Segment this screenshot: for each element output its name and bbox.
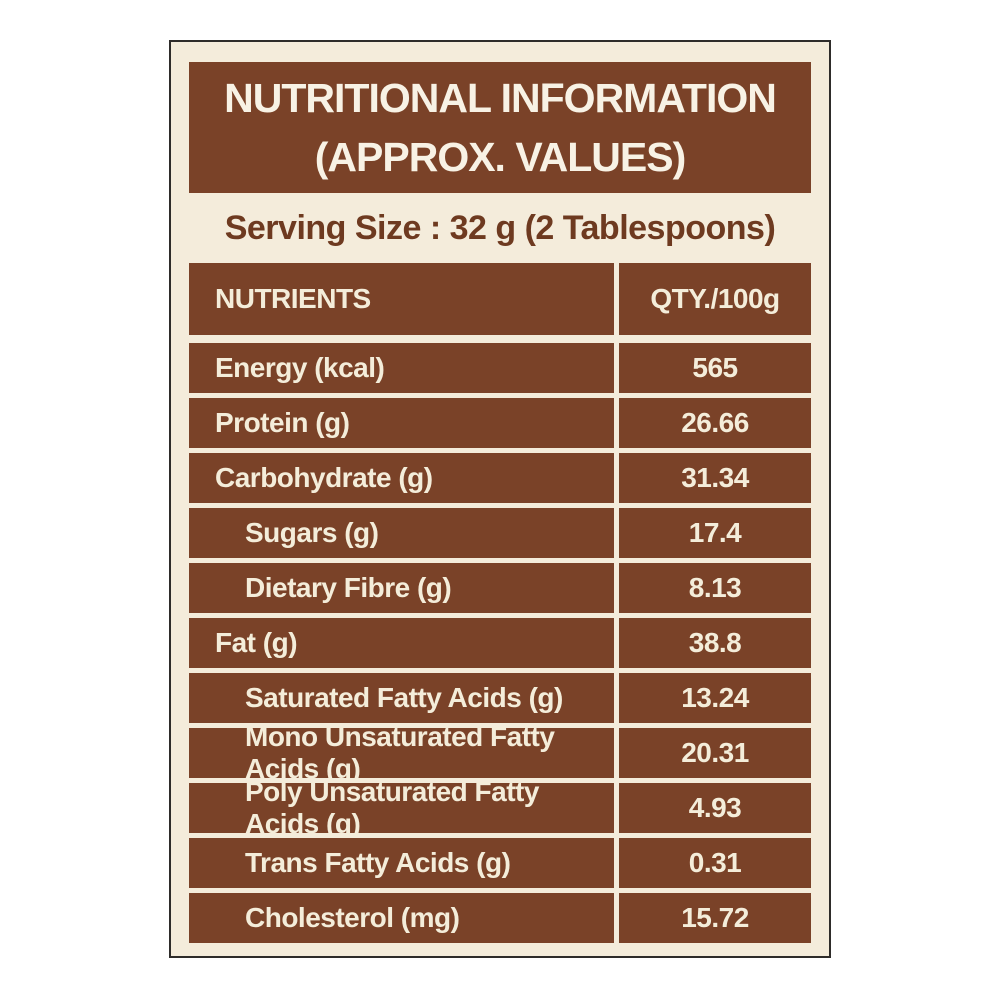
nutrient-label: Carbohydrate (g) xyxy=(189,453,614,503)
nutrient-label: Mono Unsaturated Fatty Acids (g) xyxy=(189,721,614,784)
nutrient-value: 15.72 xyxy=(619,893,811,943)
nutrient-value: 31.34 xyxy=(619,453,811,503)
column-header-qty: QTY./100g xyxy=(619,263,811,335)
nutrient-value: 0.31 xyxy=(619,838,811,888)
nutrient-label: Energy (kcal) xyxy=(189,343,614,393)
nutrient-value: 26.66 xyxy=(619,398,811,448)
table-row: Fat (g) 38.8 xyxy=(189,618,811,668)
column-header-nutrients: NUTRIENTS xyxy=(189,263,614,335)
nutrient-value: 13.24 xyxy=(619,673,811,723)
title-line-1: NUTRITIONAL INFORMATION xyxy=(224,74,777,121)
nutrient-label: Trans Fatty Acids (g) xyxy=(189,838,614,888)
nutrient-label: Cholesterol (mg) xyxy=(189,893,614,943)
table-row: Dietary Fibre (g) 8.13 xyxy=(189,563,811,613)
nutrition-table: NUTRIENTS QTY./100g Energy (kcal) 565 Pr… xyxy=(189,263,811,943)
table-header-row: NUTRIENTS QTY./100g xyxy=(189,263,811,335)
serving-size-text: Serving Size : 32 g (2 Tablespoons) xyxy=(224,208,776,247)
nutrient-label: Poly Unsaturated Fatty Acids (g) xyxy=(189,776,614,839)
table-row: Trans Fatty Acids (g) 0.31 xyxy=(189,838,811,888)
nutrient-value: 4.93 xyxy=(619,783,811,833)
nutrient-value: 565 xyxy=(619,343,811,393)
nutrient-value: 20.31 xyxy=(619,728,811,778)
nutrition-label: NUTRITIONAL INFORMATION (APPROX. VALUES)… xyxy=(169,40,831,958)
nutrient-value: 8.13 xyxy=(619,563,811,613)
nutrient-value: 17.4 xyxy=(619,508,811,558)
table-row: Poly Unsaturated Fatty Acids (g) 4.93 xyxy=(189,776,811,839)
table-row: Cholesterol (mg) 15.72 xyxy=(189,893,811,943)
title-banner: NUTRITIONAL INFORMATION (APPROX. VALUES) xyxy=(189,62,811,193)
nutrient-label: Saturated Fatty Acids (g) xyxy=(189,673,614,723)
nutrient-label: Sugars (g) xyxy=(189,508,614,558)
nutrient-label: Dietary Fibre (g) xyxy=(189,563,614,613)
table-row: Protein (g) 26.66 xyxy=(189,398,811,448)
table-row: Mono Unsaturated Fatty Acids (g) 20.31 xyxy=(189,721,811,784)
nutrient-value: 38.8 xyxy=(619,618,811,668)
table-row: Sugars (g) 17.4 xyxy=(189,508,811,558)
table-row: Carbohydrate (g) 31.34 xyxy=(189,453,811,503)
table-row: Saturated Fatty Acids (g) 13.24 xyxy=(189,673,811,723)
nutrient-label: Protein (g) xyxy=(189,398,614,448)
title-line-2: (APPROX. VALUES) xyxy=(314,133,686,180)
table-row: Energy (kcal) 565 xyxy=(189,343,811,393)
nutrient-label: Fat (g) xyxy=(189,618,614,668)
